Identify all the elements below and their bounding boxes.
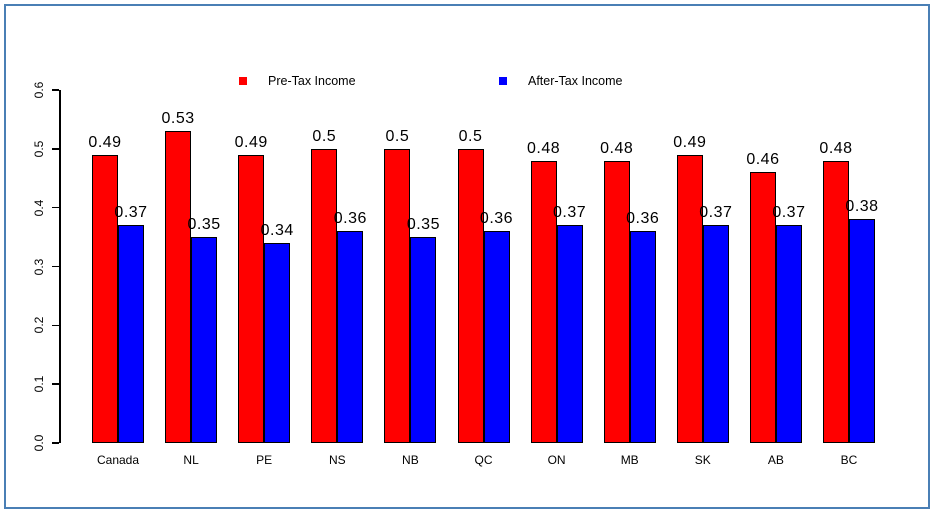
bar-aftertax xyxy=(118,225,144,443)
bar-value-label: 0.5 xyxy=(458,127,483,145)
bar-pretax xyxy=(603,160,630,443)
bar-value-label: 0.35 xyxy=(406,216,440,234)
y-axis-tick xyxy=(52,89,59,91)
x-tick-label: MB xyxy=(620,453,639,467)
x-tick-label: ON xyxy=(547,453,566,467)
y-tick-label: 0.2 xyxy=(32,316,46,334)
y-axis-line xyxy=(59,90,61,443)
y-tick-label: 0.6 xyxy=(32,81,46,99)
bar-value-label: 0.5 xyxy=(312,127,337,145)
bar-value-label: 0.5 xyxy=(385,127,410,145)
y-tick-label: 0.3 xyxy=(32,258,46,275)
legend-label-aftertax: After-Tax Income xyxy=(528,74,623,88)
legend-label-pretax: Pre-Tax Income xyxy=(268,74,356,88)
y-axis-tick xyxy=(52,206,59,209)
x-tick-label: BC xyxy=(840,453,858,467)
bar-aftertax xyxy=(556,225,583,443)
bar-value-label: 0.49 xyxy=(234,133,268,151)
bar-value-label: 0.36 xyxy=(333,210,367,228)
y-axis-tick xyxy=(52,265,59,268)
bar-pretax xyxy=(311,148,338,443)
bar-value-label: 0.37 xyxy=(699,204,733,222)
bar-pretax xyxy=(749,172,776,443)
legend-swatch-pretax-icon xyxy=(239,77,247,85)
bar-value-label: 0.48 xyxy=(527,139,561,157)
bar-value-label: 0.36 xyxy=(479,210,514,228)
bar-pretax xyxy=(165,131,192,443)
legend-swatch-aftertax-icon xyxy=(499,77,507,85)
bar-value-label: 0.48 xyxy=(600,139,634,157)
bar-value-label: 0.49 xyxy=(673,133,707,151)
y-tick-label: 0.4 xyxy=(32,199,46,216)
bar-value-label: 0.38 xyxy=(845,198,879,216)
x-tick-label: Canada xyxy=(96,453,140,467)
y-tick-label: 0.0 xyxy=(32,434,46,452)
bar-pretax xyxy=(676,154,703,443)
bar-value-label: 0.35 xyxy=(187,216,221,234)
bar-value-label: 0.37 xyxy=(772,204,806,222)
bar-value-label: 0.53 xyxy=(161,110,195,128)
bar-aftertax xyxy=(191,237,218,443)
bar-value-label: 0.37 xyxy=(114,204,148,222)
x-tick-label: SK xyxy=(694,453,711,467)
x-tick-label: NS xyxy=(328,453,346,467)
bar-aftertax xyxy=(483,231,510,443)
x-tick-label: NB xyxy=(402,453,419,467)
bar-value-label: 0.36 xyxy=(626,210,660,228)
bar-aftertax xyxy=(629,231,656,443)
bar-pretax xyxy=(530,160,557,443)
y-axis-tick xyxy=(52,324,59,327)
bar-value-label: 0.48 xyxy=(819,139,853,157)
bar-pretax xyxy=(238,154,265,443)
y-axis-tick xyxy=(52,148,59,150)
y-tick-label: 0.5 xyxy=(32,140,46,158)
bar-aftertax xyxy=(264,242,291,443)
bar-value-label: 0.37 xyxy=(553,204,587,222)
bar-aftertax xyxy=(849,219,875,443)
x-tick-label: NL xyxy=(183,453,199,467)
bar-pretax xyxy=(92,154,118,443)
bar-pretax xyxy=(384,148,411,443)
y-tick-label: 0.1 xyxy=(32,375,46,393)
x-tick-label: PE xyxy=(256,453,273,467)
bar-aftertax xyxy=(337,231,364,443)
bar-pretax xyxy=(823,160,849,443)
bar-value-label: 0.34 xyxy=(260,221,294,239)
bar-aftertax xyxy=(410,237,437,443)
y-axis-tick xyxy=(52,442,59,444)
bar-pretax xyxy=(457,148,484,443)
bar-aftertax xyxy=(775,225,802,443)
bar-value-label: 0.49 xyxy=(88,133,122,151)
x-tick-label: QC xyxy=(474,453,493,467)
bar-aftertax xyxy=(702,225,729,443)
bar-value-label: 0.46 xyxy=(746,151,780,169)
x-tick-label: AB xyxy=(767,453,784,467)
y-axis-tick xyxy=(52,383,59,385)
